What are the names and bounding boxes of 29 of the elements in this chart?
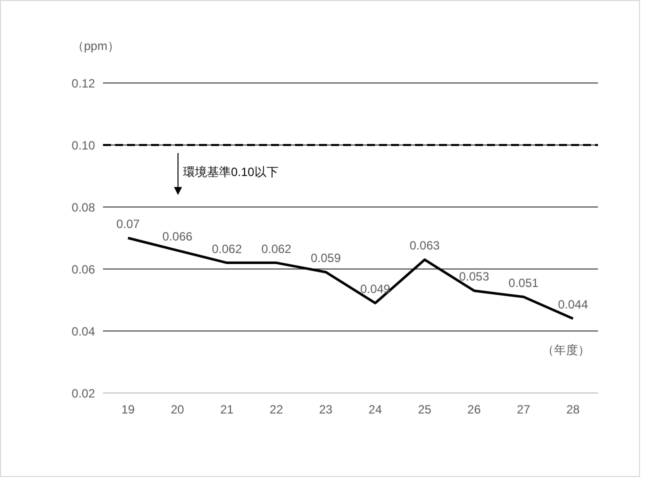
x-tick-label: 26 <box>467 402 482 417</box>
data-label: 0.053 <box>459 270 490 284</box>
data-label: 0.062 <box>212 242 242 256</box>
x-tick-label: 27 <box>516 402 531 417</box>
x-axis-title: （年度） <box>542 342 590 359</box>
data-label: 0.049 <box>360 282 391 296</box>
y-tick-label: 0.08 <box>72 200 96 214</box>
y-tick-label: 0.10 <box>72 138 96 152</box>
data-label: 0.066 <box>162 229 193 244</box>
data-label: 0.059 <box>310 251 342 266</box>
data-label: 0.044 <box>558 298 588 312</box>
x-tick-label: 22 <box>270 402 284 417</box>
y-axis-title: （ppm） <box>72 38 120 55</box>
x-tick-label: 25 <box>418 402 432 417</box>
data-label: 0.063 <box>410 238 440 253</box>
y-tick-label: 0.06 <box>72 262 96 276</box>
y-tick-label: 0.02 <box>72 386 96 400</box>
x-tick-label: 20 <box>170 402 184 417</box>
x-tick-label: 28 <box>566 402 580 417</box>
x-tick-label: 21 <box>220 402 234 417</box>
ref-line-label: 環境基準0.10以下 <box>183 165 278 179</box>
x-tick-label: 23 <box>319 402 333 417</box>
y-tick-label: 0.12 <box>72 76 96 90</box>
x-tick-label: 24 <box>368 402 382 417</box>
data-label: 0.07 <box>116 217 140 231</box>
y-tick-label: 0.04 <box>72 324 96 338</box>
data-label: 0.051 <box>508 276 539 290</box>
x-tick-label: 19 <box>121 402 135 417</box>
data-label: 0.062 <box>261 242 292 256</box>
